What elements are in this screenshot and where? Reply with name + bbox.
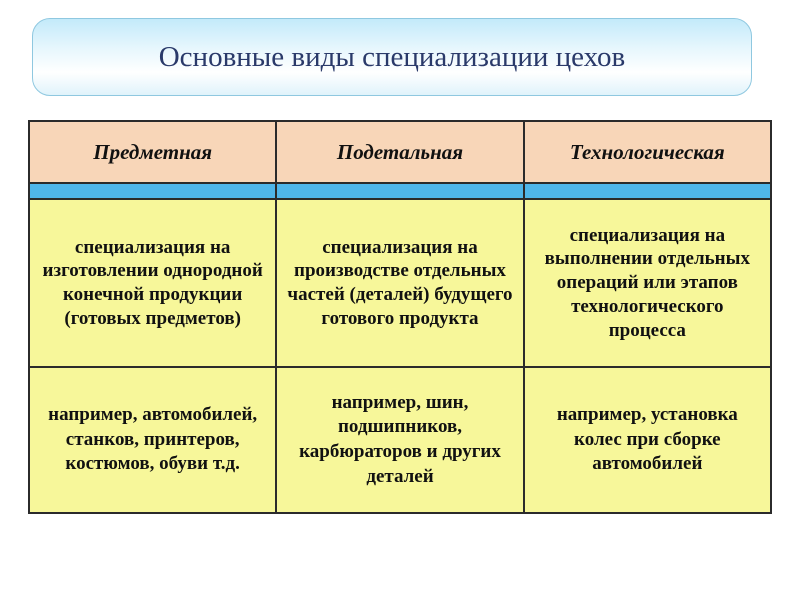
desc-cell-0: специализация на изготовлении однородной…	[29, 199, 276, 367]
specialization-table: Предметная Подетальная Технологическая с…	[28, 120, 772, 514]
accent-cell	[29, 183, 276, 199]
page-title: Основные виды специализации цехов	[159, 41, 626, 74]
col-header-2: Технологическая	[524, 121, 771, 183]
col-header-0: Предметная	[29, 121, 276, 183]
example-cell-0: например, автомобилей, станков, принтеро…	[29, 367, 276, 513]
desc-cell-2: специализация на выполнении отдельных оп…	[524, 199, 771, 367]
desc-cell-1: специализация на производстве отдельных …	[276, 199, 523, 367]
col-header-1: Подетальная	[276, 121, 523, 183]
title-banner: Основные виды специализации цехов	[32, 18, 752, 96]
description-row: специализация на изготовлении однородной…	[29, 199, 771, 367]
accent-cell	[276, 183, 523, 199]
example-cell-2: например, установка колес при сборке авт…	[524, 367, 771, 513]
example-cell-1: например, шин, подшипников, карбюраторов…	[276, 367, 523, 513]
table-header-row: Предметная Подетальная Технологическая	[29, 121, 771, 183]
accent-row	[29, 183, 771, 199]
accent-cell	[524, 183, 771, 199]
example-row: например, автомобилей, станков, принтеро…	[29, 367, 771, 513]
